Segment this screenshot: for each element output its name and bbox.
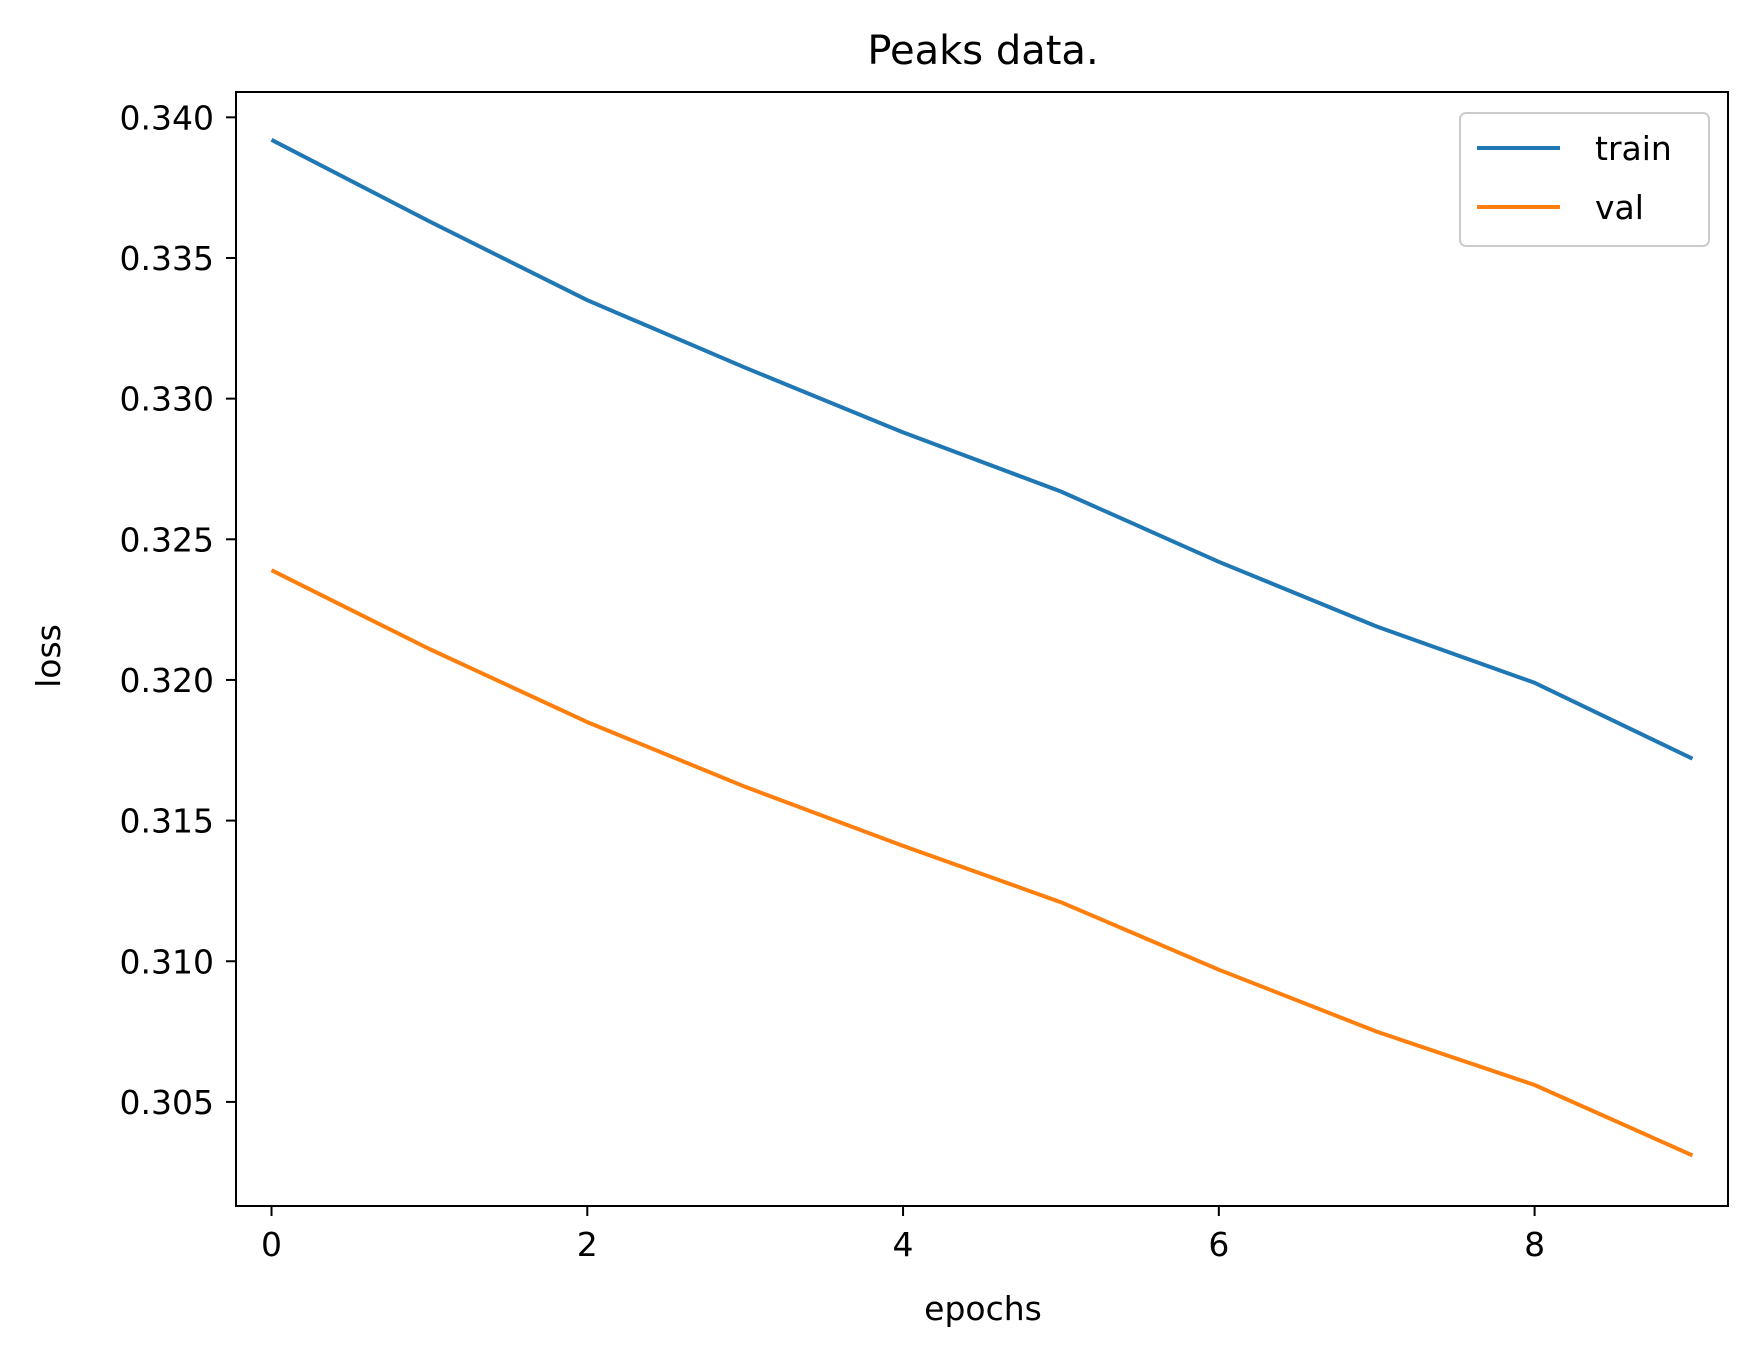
- y-tick-label: 0.335: [120, 239, 214, 278]
- y-tick-label: 0.305: [120, 1083, 214, 1122]
- y-axis-label: loss: [29, 624, 68, 688]
- y-tick-label: 0.320: [120, 661, 214, 700]
- plot-area: [270, 138, 1694, 1158]
- legend-label-val: val: [1595, 188, 1644, 227]
- chart-title: Peaks data.: [867, 28, 1098, 74]
- y-tick-label: 0.315: [120, 802, 214, 841]
- y-tick-label: 0.310: [120, 942, 214, 981]
- series-line-val: [270, 568, 1694, 1158]
- y-tick-label: 0.325: [120, 520, 214, 559]
- x-axis-label: epochs: [924, 1289, 1042, 1328]
- x-tick-label: 8: [1524, 1225, 1545, 1264]
- series-line-train: [270, 138, 1694, 761]
- legend: train val: [1459, 112, 1710, 247]
- y-tick-label: 0.340: [120, 98, 214, 137]
- legend-label-train: train: [1595, 129, 1672, 168]
- x-tick-label: 4: [893, 1225, 914, 1264]
- x-tick-label: 6: [1208, 1225, 1229, 1264]
- axis-ticks: 0 2 4 6 8 0.305 0.310 0.315 0.320 0.325 0.330 0.335…: [120, 98, 1546, 1264]
- y-tick-label: 0.330: [120, 380, 214, 419]
- x-tick-label: 0: [261, 1225, 282, 1264]
- x-tick-label: 2: [577, 1225, 598, 1264]
- plot-frame: [235, 91, 1729, 1207]
